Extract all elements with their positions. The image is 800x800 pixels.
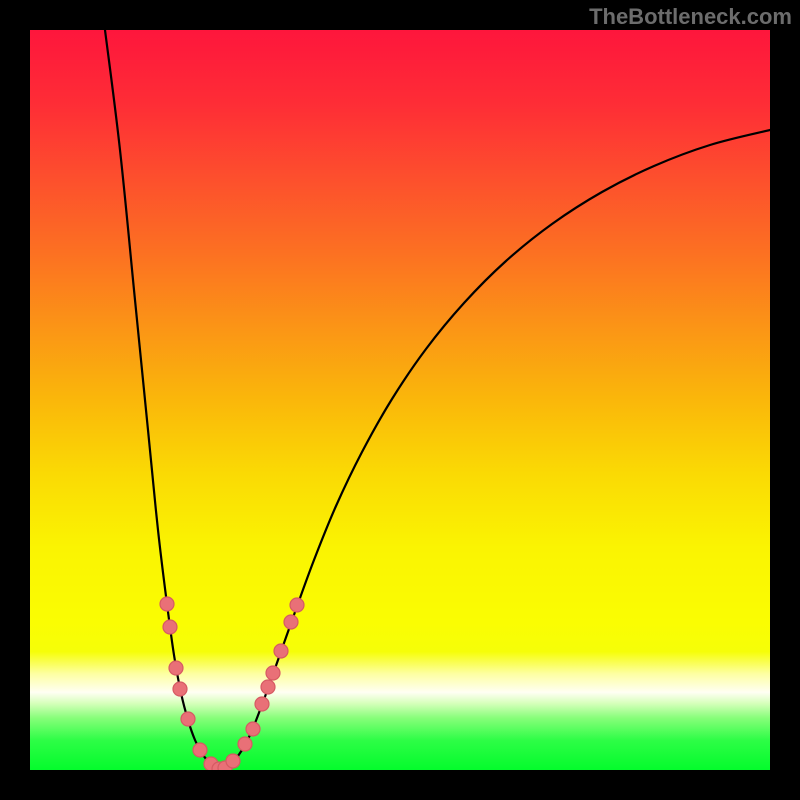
plot-area: [30, 30, 770, 770]
data-marker: [163, 620, 177, 634]
data-marker: [173, 682, 187, 696]
data-marker: [284, 615, 298, 629]
data-marker: [238, 737, 252, 751]
data-marker: [226, 754, 240, 768]
data-marker: [290, 598, 304, 612]
data-marker: [160, 597, 174, 611]
data-marker: [193, 743, 207, 757]
chart-svg: [0, 0, 800, 800]
watermark-text: TheBottleneck.com: [589, 4, 792, 30]
chart-stage: TheBottleneck.com: [0, 0, 800, 800]
data-marker: [255, 697, 269, 711]
data-marker: [261, 680, 275, 694]
data-marker: [246, 722, 260, 736]
data-marker: [274, 644, 288, 658]
data-marker: [181, 712, 195, 726]
data-marker: [266, 666, 280, 680]
data-marker: [169, 661, 183, 675]
